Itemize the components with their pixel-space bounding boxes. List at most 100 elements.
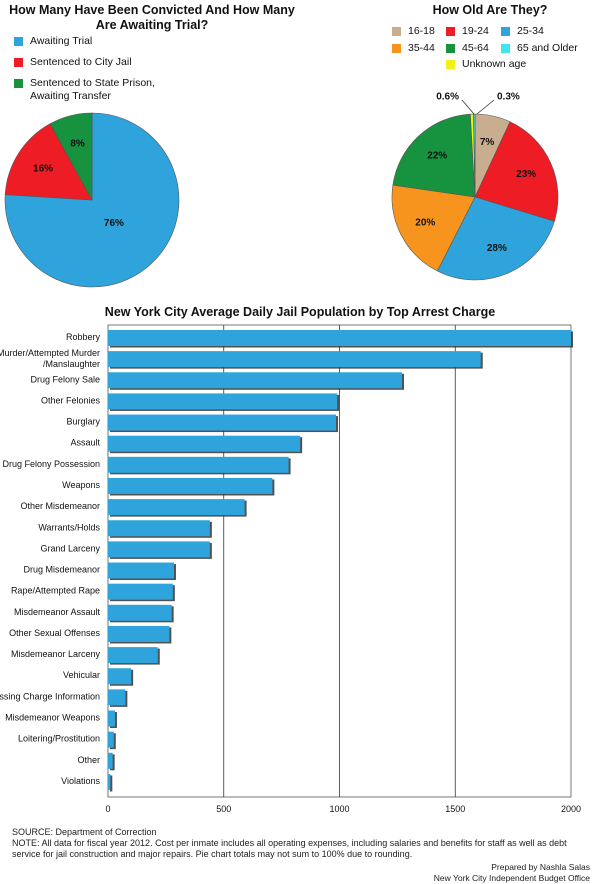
age-slice-16-18 — [474, 113, 511, 198]
status-legend-awaiting-trial: Awaiting Trial — [14, 35, 214, 48]
bar-plot-frame — [107, 324, 572, 798]
bar-shadow — [110, 627, 172, 644]
age-slice-label-19-24: 23% — [516, 169, 536, 180]
bar-chart-title: New York City Average Daily Jail Populat… — [104, 305, 496, 319]
bar-misdemeanor-assault — [108, 604, 172, 621]
category-label-other: Other — [77, 755, 100, 765]
category-label-assault: Assault — [70, 438, 100, 448]
bar-missing-charge-information — [108, 689, 126, 706]
bar-shadow — [110, 458, 291, 475]
bar-other — [108, 752, 113, 769]
age-slice-65-and-older — [473, 113, 476, 198]
status-legend-sentenced-to-city-jail: Sentenced to City Jail — [14, 56, 214, 69]
bar-shadow — [110, 733, 116, 750]
age-slice-label-65-and-older: 0.3% — [497, 92, 520, 103]
bar-shadow — [110, 690, 128, 707]
bar-shadow — [110, 564, 176, 581]
bar-grand-larceny — [108, 541, 210, 558]
legend-label: 19-24 — [462, 25, 489, 37]
bar-rape-attempted-rape — [108, 583, 173, 600]
legend-swatch — [14, 58, 23, 67]
legend-label: Awaiting Trial — [30, 35, 93, 47]
legend-label: Unknown age — [462, 58, 527, 70]
age-slice-label-45-64: 22% — [427, 150, 447, 161]
age-slice-25-34 — [436, 196, 555, 281]
bar-other-sexual-offenses — [108, 625, 170, 642]
legend-swatch — [14, 79, 23, 88]
status-slice-label-sentenced-to-city-jail: 16% — [33, 164, 53, 175]
x-tick-label-0: 0 — [105, 804, 110, 814]
bar-drug-felony-possession — [108, 456, 289, 473]
bar-shadow — [110, 352, 483, 369]
age-slice-45-64 — [392, 113, 476, 198]
age-legend-25-34: 25-34 — [501, 25, 544, 38]
age-legend-19-24: 19-24 — [446, 25, 489, 38]
bar-shadow — [110, 542, 212, 559]
bar-assault — [108, 435, 301, 452]
age-slice-unknown-age — [470, 113, 476, 198]
bar-burglary — [108, 414, 337, 431]
age-legend-45-64: 45-64 — [446, 42, 489, 55]
bar-weapons — [108, 477, 273, 494]
category-label-rape-attempted-rape: Rape/Attempted Rape — [11, 586, 100, 596]
x-tick-label-1000: 1000 — [329, 804, 349, 814]
category-label-other-felonies: Other Felonies — [41, 396, 101, 406]
bar-vehicular — [108, 668, 132, 685]
age-legend-65-and-older: 65 and Older — [501, 42, 578, 55]
older-age-leader-line — [476, 99, 495, 115]
bar-shadow — [110, 669, 134, 686]
category-label-violations: Violations — [61, 776, 100, 786]
age-slice-label-unknown-age: 0.6% — [436, 92, 459, 103]
bar-shadow — [110, 606, 174, 623]
bar-shadow — [110, 479, 275, 496]
legend-swatch — [446, 60, 455, 69]
footer-note: NOTE: All data for fiscal year 2012. Cos… — [12, 838, 567, 859]
category-label-weapons: Weapons — [62, 480, 100, 490]
status-pie-chart: 76% 16% 8% — [4, 112, 180, 288]
bar-shadow — [110, 373, 405, 390]
legend-label: 45-64 — [462, 42, 489, 54]
bar-shadow — [110, 331, 573, 348]
category-label-loitering-prostitution: Loitering/Prostitution — [18, 734, 100, 744]
category-label-grand-larceny: Grand Larceny — [40, 544, 100, 554]
legend-swatch — [392, 44, 401, 53]
x-tick-label-1500: 1500 — [445, 804, 465, 814]
bar-drug-felony-sale — [108, 372, 403, 389]
age-slice-35-44 — [391, 184, 476, 272]
x-tick-label-2000: 2000 — [561, 804, 581, 814]
category-label-misdemeanor-assault: Misdemeanor Assault — [14, 607, 101, 617]
category-label-drug-misdemeanor: Drug Misdemeanor — [23, 565, 100, 575]
bar-shadow — [110, 500, 247, 517]
age-legend-16-18: 16-18 — [392, 25, 435, 38]
category-label-burglary: Burglary — [66, 417, 100, 427]
bar-other-felonies — [108, 393, 338, 410]
credit-organization: New York City Independent Budget Office — [433, 873, 590, 883]
age-pie-title: How Old Are They? — [432, 3, 548, 17]
category-label-warrants-holds: Warrants/Holds — [38, 523, 100, 533]
footer-source: SOURCE: Department of Correction — [12, 827, 157, 837]
bar-shadow — [110, 437, 303, 454]
category-label-robbery: Robbery — [66, 332, 101, 342]
bar-misdemeanor-larceny — [108, 647, 158, 664]
credit-author: Prepared by Nashla Salas — [491, 862, 590, 872]
status-slice-label-awaiting-trial: 76% — [104, 218, 124, 229]
bar-shadow — [110, 416, 339, 433]
bar-loitering-prostitution — [108, 731, 114, 748]
legend-swatch — [14, 37, 23, 46]
legend-label: 35-44 — [408, 42, 435, 54]
category-label-murder-attempted-murder-manslaughter: Murder/Attempted Murder/Manslaughter — [0, 349, 100, 370]
bar-shadow — [110, 754, 115, 771]
bar-shadow — [110, 585, 175, 602]
legend-label: Sentenced to State Prison, Awaiting Tran… — [30, 77, 155, 102]
legend-swatch — [501, 44, 510, 53]
status-slice-sentenced-to-city-jail — [4, 123, 93, 201]
bar-shadow — [110, 712, 117, 729]
category-label-drug-felony-possession: Drug Felony Possession — [2, 459, 100, 469]
category-label-misdemeanor-larceny: Misdemeanor Larceny — [11, 649, 101, 659]
bar-misdemeanor-weapons — [108, 710, 115, 727]
legend-swatch — [446, 27, 455, 36]
legend-label: 65 and Older — [517, 42, 578, 54]
legend-label: 25-34 — [517, 25, 544, 37]
category-label-drug-felony-sale: Drug Felony Sale — [30, 375, 100, 385]
bar-shadow — [110, 521, 212, 538]
